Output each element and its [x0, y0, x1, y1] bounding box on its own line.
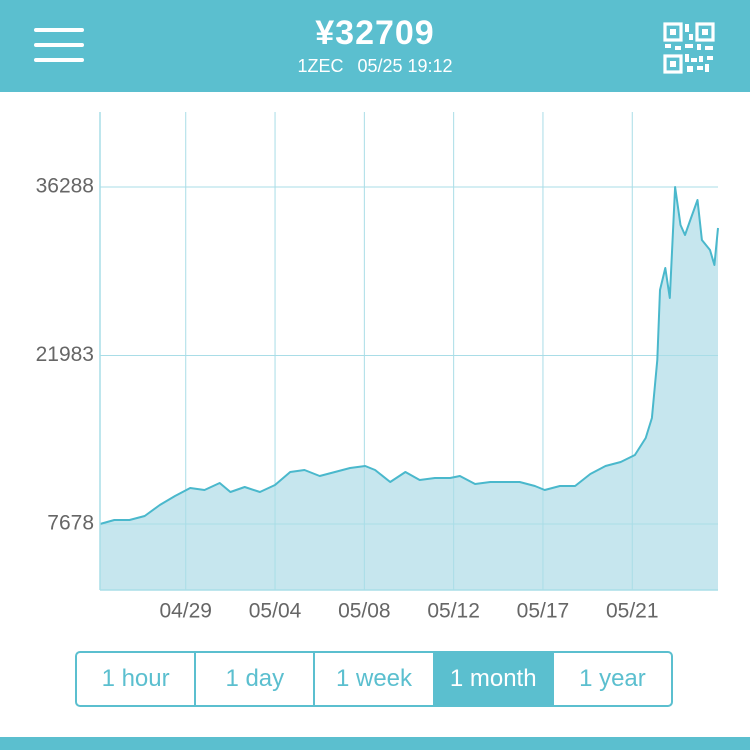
y-tick-label: 21983	[36, 343, 94, 366]
range-button[interactable]: 1 month	[432, 653, 552, 705]
subtitle: 1ZEC 05/25 19:12	[0, 56, 750, 77]
x-tick-label: 05/12	[427, 600, 480, 623]
x-tick-label: 05/21	[606, 600, 659, 623]
area-fill	[100, 187, 718, 590]
y-tick-label: 36288	[36, 175, 94, 198]
range-button[interactable]: 1 week	[313, 653, 432, 705]
range-selector: 1 hour 1 day 1 week 1 month 1 year	[75, 651, 673, 707]
menu-button[interactable]	[34, 28, 84, 64]
price-line	[99, 186, 719, 525]
footer-bar	[0, 737, 750, 750]
chart: 7678 21983 36288 04/29 05/04 05/08 05/12 05/17 0…	[36, 112, 719, 623]
qr-button[interactable]	[663, 22, 715, 74]
x-tick-label: 05/17	[517, 600, 570, 623]
range-button[interactable]: 1 day	[194, 653, 313, 705]
range-button[interactable]: 1 hour	[101, 665, 170, 692]
coin: 1ZEC	[297, 56, 344, 76]
x-tick-label: 05/08	[338, 600, 391, 623]
price: ¥32709	[315, 14, 435, 52]
range-button[interactable]: 1 year	[551, 653, 671, 705]
time: 05/25 19:12	[357, 56, 453, 76]
header-bar: ¥32709 1ZEC 05/25 19:12	[0, 0, 750, 92]
x-tick-label: 05/04	[249, 600, 302, 623]
x-tick-label: 04/29	[159, 600, 212, 623]
y-tick-label: 7678	[47, 512, 94, 535]
